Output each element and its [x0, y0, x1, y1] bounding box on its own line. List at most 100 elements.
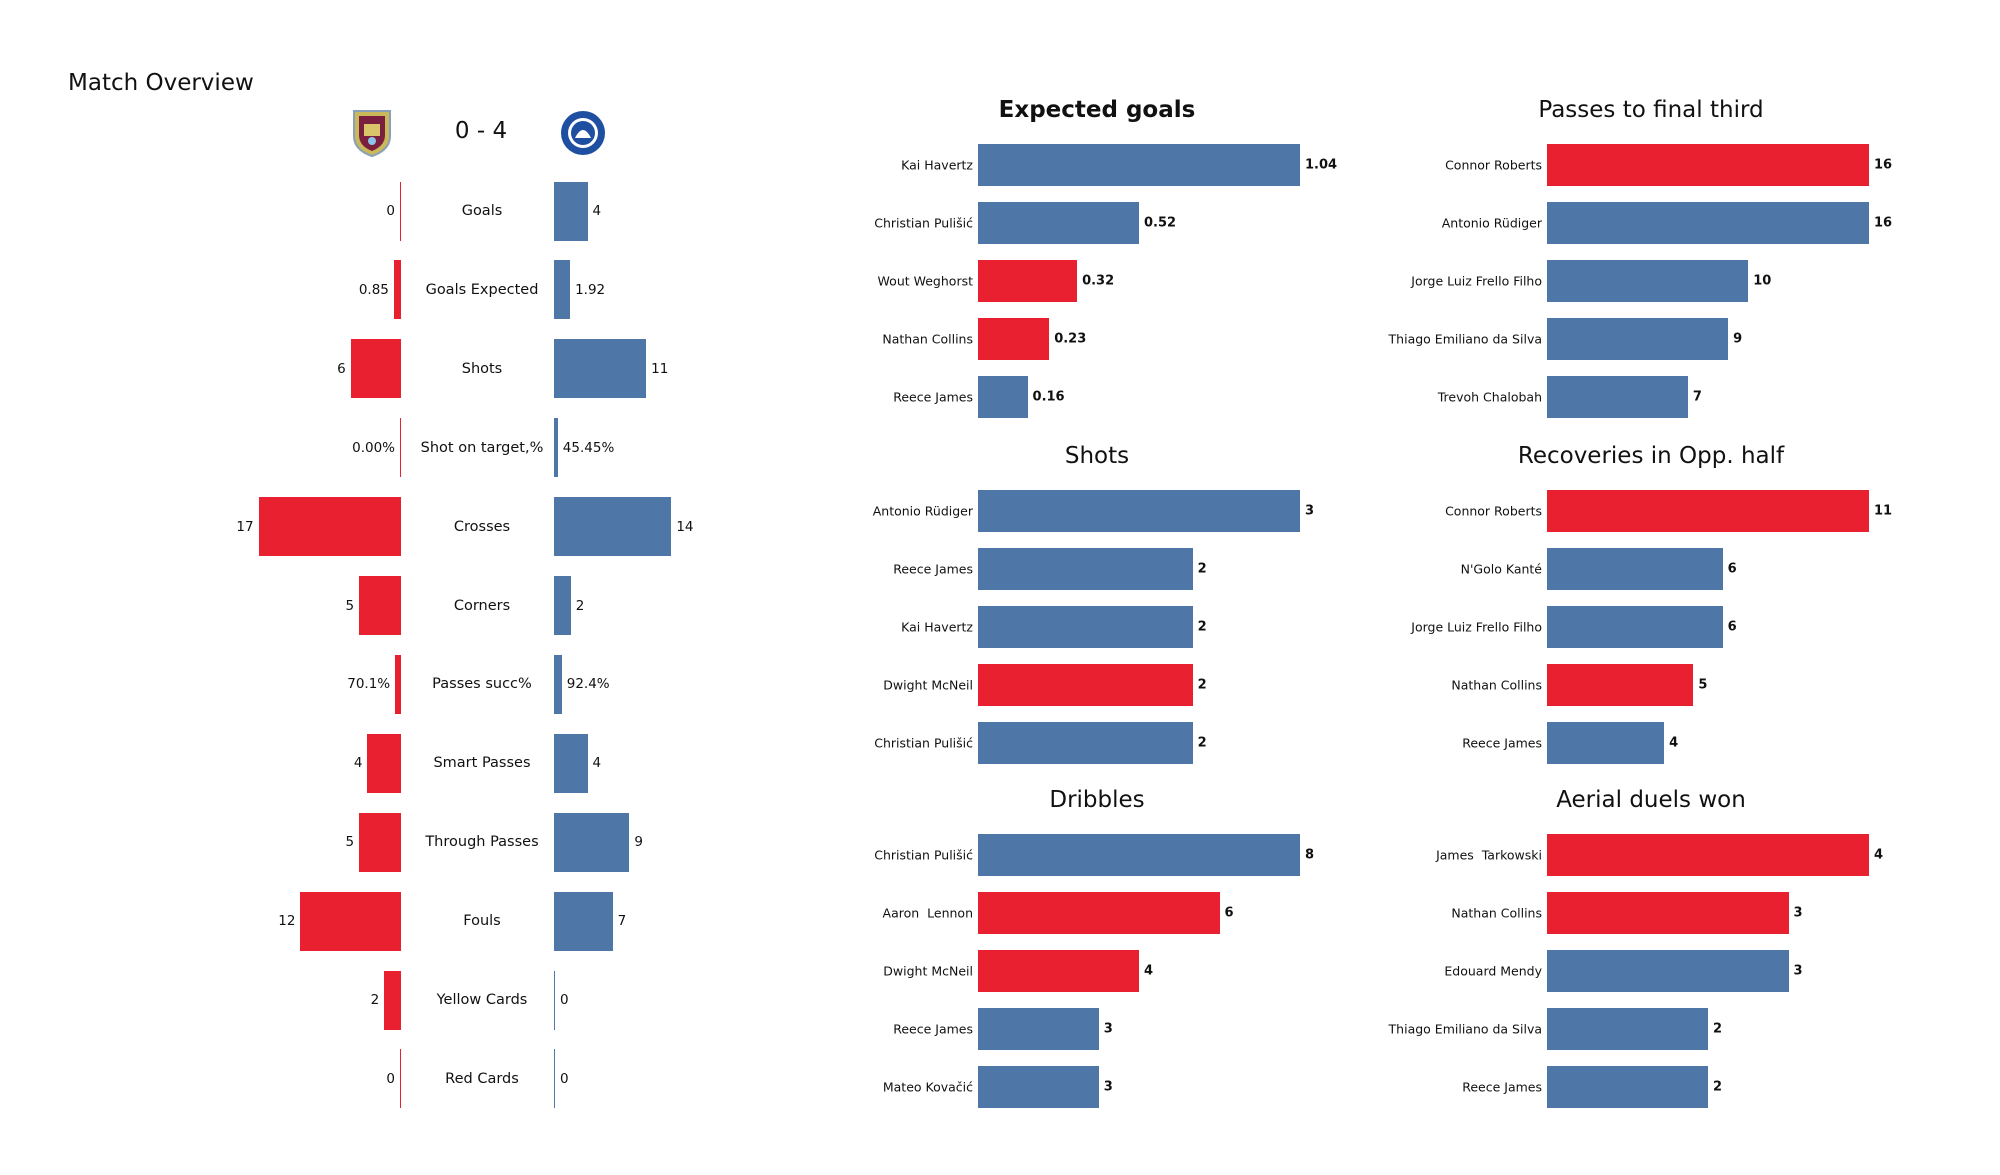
bar	[1547, 892, 1789, 934]
player-name: Jorge Luiz Frello Filho	[1411, 619, 1542, 635]
bar	[978, 144, 1300, 186]
stat-label: Red Cards	[445, 1070, 519, 1087]
chart-title: Shots	[1064, 443, 1130, 469]
player-name: Jorge Luiz Frello Filho	[1411, 273, 1542, 289]
bar	[384, 970, 401, 1030]
player-name: Thiago Emiliano da Silva	[1388, 1021, 1542, 1037]
value-label: 0	[386, 203, 395, 219]
bar	[359, 576, 401, 635]
value-label: 3	[1793, 905, 1803, 921]
bar	[978, 1066, 1099, 1108]
bar	[350, 339, 401, 399]
value-label: 0.23	[1054, 331, 1087, 347]
away-logo	[561, 111, 605, 155]
chart-title: Dribbles	[1049, 787, 1145, 813]
bar	[1547, 606, 1723, 648]
stat-label: Through Passes	[425, 834, 539, 851]
bar	[978, 950, 1139, 992]
player-name: Edouard Mendy	[1444, 963, 1542, 979]
value-label: 10	[1753, 273, 1772, 289]
value-label: 70.1%	[347, 676, 391, 693]
bar	[978, 548, 1193, 590]
value-label: 2	[1713, 1079, 1723, 1095]
value-label: 4	[353, 755, 363, 772]
value-label: 11	[1874, 503, 1893, 519]
bar	[554, 497, 672, 557]
value-label: 12	[278, 913, 296, 930]
value-label: 0.52	[1144, 215, 1177, 231]
bar	[554, 181, 588, 241]
value-label: 2	[1197, 735, 1207, 751]
bar	[367, 733, 401, 793]
value-label: 7	[617, 913, 627, 930]
value-label: 1.04	[1305, 157, 1338, 173]
value-label: 0.16	[1032, 389, 1065, 405]
value-label: 0	[560, 1070, 569, 1087]
value-label: 5	[1698, 677, 1708, 693]
bar	[554, 891, 613, 951]
player-name: Connor Roberts	[1445, 157, 1542, 173]
player-name: Thiago Emiliano da Silva	[1388, 331, 1542, 347]
stat-label: Crosses	[453, 518, 511, 535]
value-label: 6	[1727, 561, 1737, 577]
value-label: 2	[1197, 561, 1207, 577]
value-label: 3	[1793, 963, 1803, 979]
bar	[1547, 318, 1729, 360]
player-name: Connor Roberts	[1445, 503, 1542, 519]
value-label: 2	[1713, 1021, 1723, 1037]
chart-title: Expected goals	[998, 97, 1196, 123]
bar	[978, 490, 1300, 532]
stat-label: Shots	[461, 360, 503, 377]
bar	[1547, 202, 1869, 244]
player-name: Dwight McNeil	[883, 677, 973, 693]
value-label: 6	[1224, 905, 1234, 921]
chart-title: Passes to final third	[1538, 97, 1764, 123]
player-name: Christian Pulišić	[874, 215, 973, 231]
value-label: 4	[1874, 847, 1884, 863]
bar	[400, 418, 401, 478]
value-label: 3	[1305, 503, 1315, 519]
value-label: 5	[345, 597, 355, 614]
bar	[1547, 490, 1869, 532]
value-label: 2	[370, 992, 380, 1008]
value-label: 6	[1727, 619, 1737, 635]
bar	[978, 376, 1028, 418]
stat-label: Goals	[461, 203, 503, 219]
player-name: Kai Havertz	[901, 619, 973, 635]
bar	[1547, 1066, 1708, 1108]
player-name: Nathan Collins	[1451, 905, 1542, 921]
value-label: 2	[1197, 677, 1207, 693]
value-label: 3	[1103, 1079, 1113, 1095]
player-name: Christian Pulišić	[874, 847, 973, 863]
player-name: Antonio Rüdiger	[872, 503, 973, 519]
value-label: 4	[1669, 735, 1679, 751]
bar	[554, 260, 571, 320]
value-label: 7	[1692, 389, 1702, 405]
player-name: Reece James	[893, 389, 973, 405]
bar	[978, 664, 1193, 706]
player-name: Reece James	[893, 1021, 973, 1037]
score: 0 - 4	[454, 118, 508, 144]
bar	[978, 834, 1300, 876]
value-label: 0.85	[358, 281, 389, 298]
bar	[554, 970, 555, 1030]
player-name: Mateo Kovačić	[882, 1079, 973, 1095]
chart-title: Aerial duels won	[1556, 787, 1746, 813]
bar	[554, 1049, 555, 1109]
value-label: 14	[676, 518, 694, 535]
stat-label: Goals Expected	[425, 281, 539, 298]
bar	[978, 606, 1193, 648]
chart-title: Recoveries in Opp. half	[1517, 443, 1785, 469]
player-name: Reece James	[1462, 735, 1542, 751]
value-label: 4	[1144, 963, 1154, 979]
value-label: 45.45%	[562, 439, 615, 456]
bar	[1547, 664, 1694, 706]
player-name: Dwight McNeil	[883, 963, 973, 979]
value-label: 0	[386, 1070, 395, 1087]
player-name: Wout Weghorst	[877, 273, 973, 289]
value-label: 4	[592, 203, 602, 219]
bar	[554, 576, 571, 635]
player-name: Kai Havertz	[901, 157, 973, 173]
value-label: 2	[575, 597, 585, 614]
